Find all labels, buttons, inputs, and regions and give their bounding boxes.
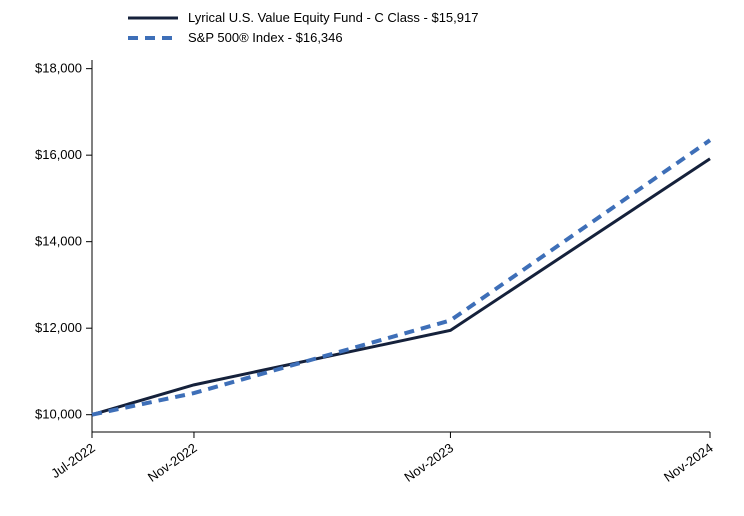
series-line xyxy=(92,159,710,415)
y-tick-label: $12,000 xyxy=(35,320,82,335)
x-tick-label: Nov-2024 xyxy=(661,440,716,485)
y-tick-label: $16,000 xyxy=(35,147,82,162)
growth-chart: Lyrical U.S. Value Equity Fund - C Class… xyxy=(0,0,744,516)
series-line xyxy=(92,140,710,415)
legend-label: S&P 500® Index - $16,346 xyxy=(188,30,343,45)
y-tick-label: $10,000 xyxy=(35,407,82,422)
chart-svg: Lyrical U.S. Value Equity Fund - C Class… xyxy=(0,0,744,516)
x-tick-label: Nov-2022 xyxy=(145,440,200,485)
x-tick-label: Jul-2022 xyxy=(48,440,97,481)
legend-label: Lyrical U.S. Value Equity Fund - C Class… xyxy=(188,10,478,25)
y-tick-label: $18,000 xyxy=(35,61,82,76)
y-tick-label: $14,000 xyxy=(35,234,82,249)
x-tick-label: Nov-2023 xyxy=(401,440,456,485)
